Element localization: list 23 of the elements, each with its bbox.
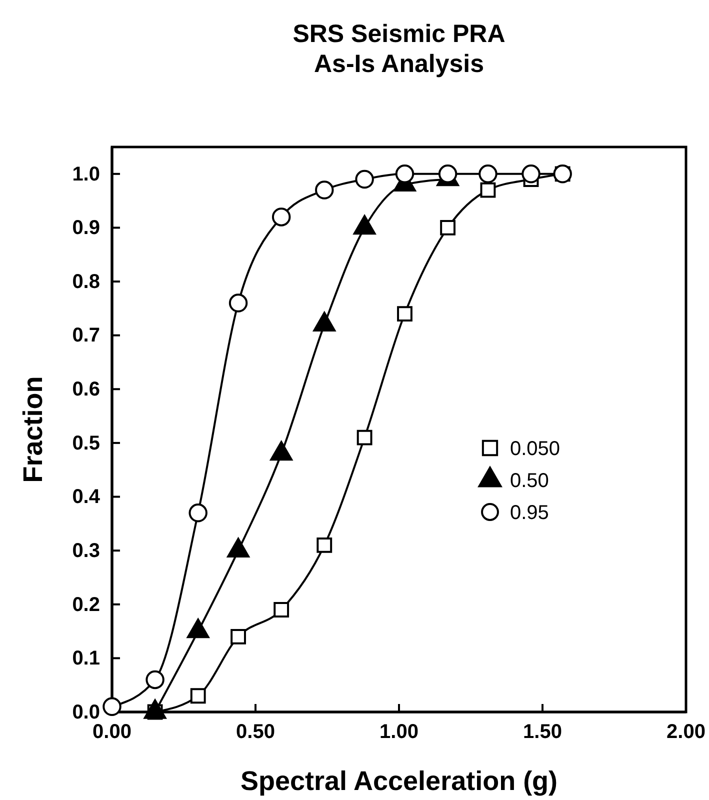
y-tick-label: 0.0 bbox=[72, 701, 100, 724]
y-tick-label: 0.3 bbox=[72, 540, 100, 562]
y-tick-label: 0.9 bbox=[72, 217, 100, 240]
chart-title: SRS Seismic PRA bbox=[292, 20, 506, 48]
x-tick-label: 1.00 bbox=[380, 721, 418, 744]
y-tick-label: 0.5 bbox=[72, 432, 100, 454]
x-tick-label: 0.00 bbox=[92, 721, 132, 744]
y-tick-label: 0.8 bbox=[72, 270, 100, 293]
x-tick-label: 2.00 bbox=[666, 721, 706, 744]
y-axis-title: Fraction bbox=[18, 376, 48, 483]
y-tick-label: 0.4 bbox=[72, 486, 101, 508]
legend-label: 0.50 bbox=[510, 470, 549, 492]
y-tick-label: 0.7 bbox=[72, 324, 100, 347]
chart-subtitle: As-Is Analysis bbox=[314, 50, 484, 78]
x-tick-label: 1.50 bbox=[523, 721, 562, 744]
y-tick-label: 0.6 bbox=[72, 378, 100, 401]
legend-label: 0.050 bbox=[510, 438, 560, 460]
y-tick-label: 1.0 bbox=[72, 163, 100, 186]
x-axis-title: Spectral Acceleration (g) bbox=[240, 766, 558, 796]
y-tick-label: 0.1 bbox=[72, 648, 100, 670]
legend-label: 0.95 bbox=[510, 502, 549, 524]
y-tick-label: 0.2 bbox=[72, 594, 100, 616]
x-tick-label: 0.50 bbox=[236, 721, 275, 744]
